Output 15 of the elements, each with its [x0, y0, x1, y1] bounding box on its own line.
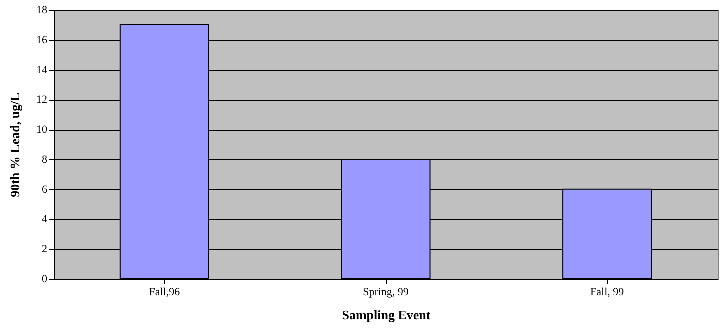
x-tick-label: Fall, 99	[590, 286, 625, 298]
y-tick-label: 0	[42, 274, 48, 286]
y-tick-label: 6	[42, 184, 48, 196]
y-tick-label: 18	[36, 4, 48, 16]
y-tick-label: 14	[36, 64, 48, 76]
y-axis-title: 90th % Lead, ug/L	[8, 92, 22, 198]
y-tick-label: 12	[36, 94, 48, 106]
x-tick-label: Spring, 99	[363, 286, 410, 298]
y-tick-label: 8	[42, 154, 48, 166]
x-tick-label: Fall,96	[149, 286, 181, 298]
y-tick-label: 10	[36, 124, 48, 136]
y-tick-label: 16	[36, 34, 48, 46]
x-axis-title: Sampling Event	[342, 308, 432, 322]
y-tick-label: 4	[42, 214, 48, 226]
y-tick-label: 2	[42, 244, 48, 256]
